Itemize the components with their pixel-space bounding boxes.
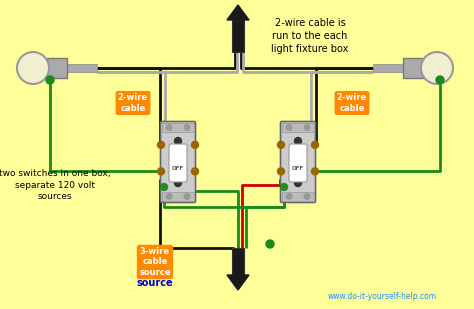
FancyBboxPatch shape [161, 121, 195, 202]
Circle shape [46, 76, 54, 84]
FancyBboxPatch shape [289, 144, 307, 182]
Text: two switches in one box,
separate 120 volt
sources: two switches in one box, separate 120 vo… [0, 169, 111, 201]
Bar [162, 192, 194, 201]
Circle shape [161, 184, 167, 191]
Polygon shape [227, 275, 249, 290]
Text: OFF: OFF [292, 166, 304, 171]
Circle shape [17, 52, 49, 84]
Bar [65, 64, 97, 72]
Circle shape [294, 138, 301, 145]
Circle shape [157, 168, 164, 175]
Text: 2-wire
cable: 2-wire cable [337, 93, 367, 113]
Text: 3-wire
cable
source: 3-wire cable source [139, 247, 171, 277]
Bar [232, 248, 244, 275]
Circle shape [311, 168, 319, 175]
Text: source: source [137, 278, 173, 288]
Circle shape [281, 184, 288, 191]
Circle shape [191, 141, 199, 148]
Circle shape [436, 76, 444, 84]
Circle shape [166, 194, 172, 199]
Bar [162, 123, 194, 132]
Text: 2-wire
cable: 2-wire cable [118, 93, 148, 113]
Text: www.do-it-yourself-help.com: www.do-it-yourself-help.com [328, 292, 437, 301]
Bar [232, 20, 244, 52]
Circle shape [294, 180, 301, 187]
Circle shape [421, 52, 453, 84]
Bar [282, 192, 314, 201]
Circle shape [311, 141, 319, 148]
Circle shape [184, 125, 190, 130]
FancyBboxPatch shape [281, 121, 316, 202]
Circle shape [304, 194, 310, 199]
Text: 2-wire cable is
run to the each
light fixture box: 2-wire cable is run to the each light fi… [271, 18, 349, 54]
Circle shape [191, 168, 199, 175]
Circle shape [174, 138, 182, 145]
Circle shape [166, 125, 172, 130]
Bar [282, 123, 314, 132]
Circle shape [277, 168, 284, 175]
Circle shape [266, 240, 274, 248]
Circle shape [286, 194, 292, 199]
Polygon shape [227, 5, 249, 20]
Circle shape [174, 180, 182, 187]
Bar [403, 58, 423, 78]
Circle shape [304, 125, 310, 130]
Bar [47, 58, 67, 78]
Circle shape [184, 194, 190, 199]
FancyBboxPatch shape [169, 144, 187, 182]
Circle shape [277, 141, 284, 148]
Text: OFF: OFF [172, 166, 184, 171]
Circle shape [157, 141, 164, 148]
Bar [373, 64, 405, 72]
Circle shape [286, 125, 292, 130]
